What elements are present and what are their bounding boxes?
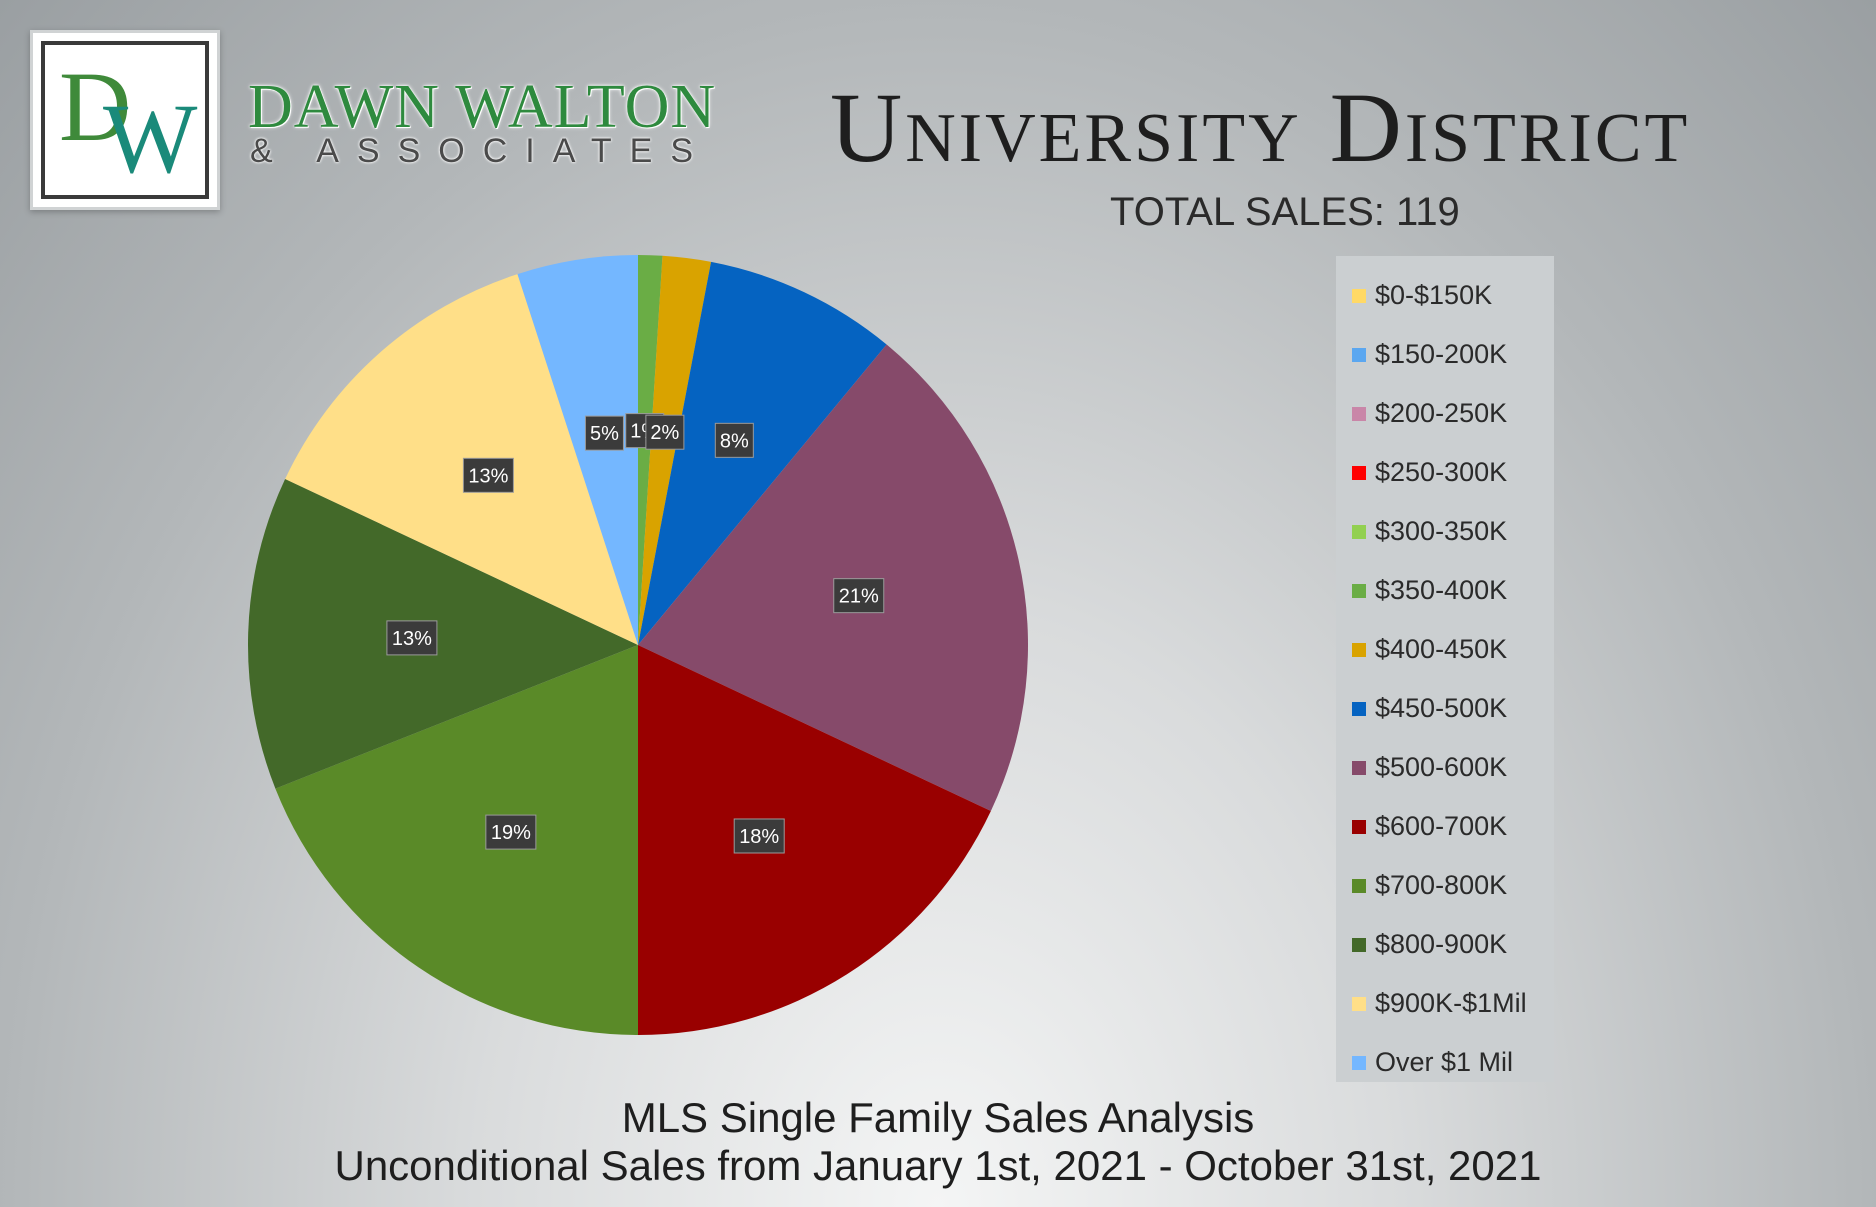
legend-label: $450-500K: [1375, 693, 1508, 723]
data-label-box: [714, 422, 754, 458]
data-label-text: 8%: [720, 430, 749, 452]
pie-slice: [285, 274, 638, 645]
legend-item: $900K-$1Mil: [1336, 974, 1554, 1033]
data-label-text: 5%: [590, 423, 619, 445]
legend-swatch: [1352, 996, 1366, 1011]
data-label-text: 18%: [739, 826, 779, 848]
pie-data-label: 2%: [645, 414, 685, 450]
data-label-text: 13%: [468, 465, 508, 487]
pie-data-label: 21%: [833, 578, 885, 614]
legend-item: $700-800K: [1336, 856, 1554, 915]
pie-data-label: 13%: [386, 620, 438, 656]
legend-item: $250-300K: [1336, 443, 1554, 502]
legend-label: Over $1 Mil: [1375, 1047, 1514, 1077]
logo-letter-w: W: [103, 83, 198, 194]
legend-swatch: [1352, 406, 1366, 421]
company-logo: D W: [30, 30, 220, 210]
data-label-text: 2%: [650, 422, 679, 444]
legend-item: Over $1 Mil: [1336, 1033, 1554, 1092]
logo-letter-d: D: [59, 51, 132, 162]
brand-subtitle: & ASSOCIATES: [250, 132, 712, 170]
legend-swatch: [1352, 1055, 1366, 1070]
data-label-box: [733, 818, 785, 854]
legend-swatch: [1352, 347, 1366, 362]
legend-label: $300-350K: [1375, 516, 1508, 546]
legend-swatch: [1352, 878, 1366, 893]
pie-slice: [248, 478, 639, 789]
legend-item: $800-900K: [1336, 915, 1554, 974]
legend-item: $450-500K: [1336, 679, 1554, 738]
data-label-box: [645, 414, 685, 450]
pie-data-label: 18%: [733, 818, 785, 854]
legend-label: $900K-$1Mil: [1375, 988, 1527, 1018]
pie-slice: [517, 255, 638, 645]
legend-item: $500-600K: [1336, 738, 1554, 797]
legend-label: $400-450K: [1375, 634, 1508, 664]
legend-swatch: [1352, 642, 1366, 657]
total-sales: TOTAL SALES: 119: [1110, 190, 1460, 234]
pie-slice: [638, 645, 991, 1035]
legend-label: $200-250K: [1375, 398, 1508, 428]
data-label-text: 21%: [839, 586, 879, 608]
legend-item: $200-250K: [1336, 384, 1554, 443]
legend-swatch: [1352, 937, 1366, 952]
footer-date-range: Unconditional Sales from January 1st, 20…: [334, 1142, 1542, 1189]
legend-item: $0-$150K: [1336, 266, 1554, 325]
data-label-text: 19%: [491, 822, 531, 844]
legend-swatch: [1352, 701, 1366, 716]
data-label-box: [833, 578, 885, 614]
data-label-box: [462, 457, 514, 493]
legend-label: $600-700K: [1375, 811, 1508, 841]
pie-slice: [638, 344, 1028, 812]
legend-item: $150-200K: [1336, 325, 1554, 384]
data-label-box: [386, 620, 438, 656]
pie-slice: [638, 255, 712, 645]
legend-swatch: [1352, 819, 1366, 834]
legend-label: $250-300K: [1375, 457, 1508, 487]
pie-data-label: 5%: [584, 415, 624, 451]
data-label-text: 13%: [392, 628, 432, 650]
legend-item: $600-700K: [1336, 797, 1554, 856]
legend-label: $700-800K: [1375, 870, 1508, 900]
legend-label: $800-900K: [1375, 929, 1508, 959]
legend-swatch: [1352, 465, 1366, 480]
legend-item: $400-450K: [1336, 620, 1554, 679]
data-label-box: [485, 814, 537, 850]
legend-label: $350-400K: [1375, 575, 1508, 605]
pie-slice: [275, 645, 638, 1035]
legend-swatch: [1352, 524, 1366, 539]
pie-data-label: 13%: [462, 457, 514, 493]
data-label-box: [584, 415, 624, 451]
brand-name: DAWN WALTON: [248, 73, 717, 141]
legend-item: $300-350K: [1336, 502, 1554, 561]
legend-item: $350-400K: [1336, 561, 1554, 620]
pie-data-label: 8%: [714, 422, 754, 458]
pie-slice: [638, 255, 663, 645]
logo-frame: D W: [41, 41, 209, 199]
pie-data-label: 19%: [485, 814, 537, 850]
legend-swatch: [1352, 583, 1366, 598]
legend-swatch: [1352, 288, 1366, 303]
chart-title: University District: [830, 72, 1691, 183]
legend-label: $0-$150K: [1375, 280, 1493, 310]
legend-label: $500-600K: [1375, 752, 1508, 782]
legend-swatch: [1352, 760, 1366, 775]
pie-slice: [638, 261, 887, 645]
footer-title: MLS Single Family Sales Analysis: [621, 1094, 1255, 1141]
legend-label: $150-200K: [1375, 339, 1508, 369]
chart-legend: $0-$150K $150-200K $200-250K $250-300K $300-…: [1336, 256, 1554, 1082]
